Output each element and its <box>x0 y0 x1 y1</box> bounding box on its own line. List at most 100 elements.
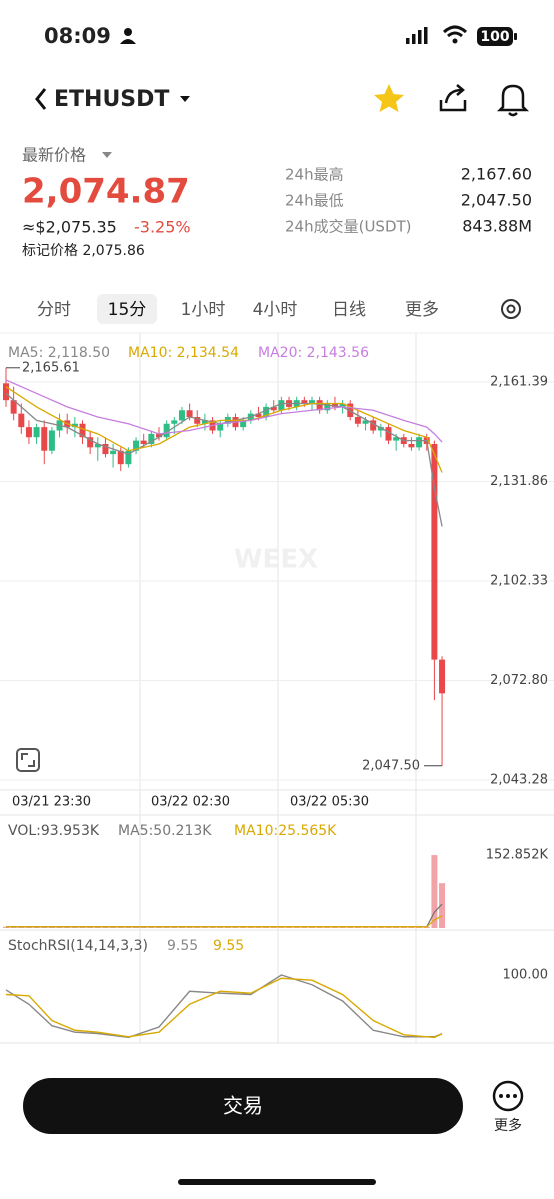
candle-body <box>41 427 48 451</box>
interval-tab[interactable]: 4小时 <box>253 300 298 320</box>
candle-body <box>278 400 285 411</box>
indicator-line <box>5 379 443 443</box>
volume-bar <box>247 927 254 928</box>
symbol[interactable]: ETHUSDT <box>54 87 169 112</box>
candle-body <box>324 403 331 411</box>
candle-body <box>18 413 25 428</box>
candle-body <box>439 659 446 694</box>
volume-bar <box>339 927 346 928</box>
candle-body <box>393 437 400 441</box>
candle-body <box>186 410 193 418</box>
y-tick-label: 2,131.86 <box>490 474 548 489</box>
alert-bell[interactable] <box>496 84 530 117</box>
legend-entry: MA20: 2,143.56 <box>258 345 369 361</box>
volume-bar <box>263 927 270 928</box>
interval-tab[interactable]: 更多 <box>405 300 439 320</box>
volume-bar <box>102 926 109 928</box>
interval-tab[interactable]: 分时 <box>37 300 71 320</box>
volume-bar <box>25 926 32 928</box>
stat-label: 24h最低 <box>285 192 344 210</box>
candle-body <box>102 443 109 455</box>
candle-body <box>87 437 94 448</box>
candle-body <box>117 450 124 465</box>
candle-body <box>3 383 9 401</box>
candle-body <box>201 420 208 424</box>
interval-tab[interactable]: 日线 <box>332 300 366 320</box>
volume-bar <box>286 927 293 928</box>
volume-bar <box>431 855 438 928</box>
volume-bar <box>224 927 231 928</box>
volume-bar <box>309 927 315 928</box>
candle-body <box>148 433 155 444</box>
stat-label: 24h成交量(USDT) <box>285 218 412 236</box>
volume-bar <box>156 926 162 928</box>
volume-bar <box>148 927 155 928</box>
back-button[interactable] <box>35 88 47 110</box>
price-type-dropdown[interactable] <box>102 152 112 158</box>
candle-body <box>156 433 162 438</box>
volume-bar <box>133 926 140 928</box>
volume-bar <box>439 883 446 928</box>
volume-bar <box>316 927 323 928</box>
candle-body <box>48 430 55 451</box>
more-button[interactable] <box>492 1080 524 1112</box>
candle-body <box>316 400 323 411</box>
interval-tab[interactable]: 1小时 <box>181 300 226 320</box>
battery-level: 100 <box>480 29 509 45</box>
candle-body <box>171 420 178 424</box>
trade-button[interactable] <box>23 1078 463 1134</box>
stat-value: 843.88M <box>462 217 532 236</box>
legend-entry: MA5:50.213K <box>118 823 212 839</box>
legend-entry: MA10:25.565K <box>234 823 337 839</box>
symbol-dropdown[interactable] <box>180 96 190 102</box>
fullscreen-button[interactable] <box>16 748 40 772</box>
indicator-line <box>5 392 443 527</box>
candle-body <box>347 403 354 418</box>
volume-bar <box>232 927 239 928</box>
more-label[interactable]: 更多 <box>494 1117 522 1134</box>
favorite-star[interactable] <box>374 84 404 112</box>
y-tick-label: 152.852K <box>486 848 549 863</box>
chart-settings[interactable] <box>501 299 521 319</box>
candle-body <box>178 410 185 421</box>
candle-body <box>385 427 392 441</box>
status-time: 08:09 <box>44 24 111 48</box>
indicator-line <box>5 977 443 1039</box>
price-change: -3.25% <box>134 218 191 237</box>
candle-body <box>217 423 224 431</box>
volume-bar <box>354 926 361 928</box>
candle-body <box>354 417 361 424</box>
share-button[interactable] <box>439 84 467 112</box>
stat-label: 24h最高 <box>285 166 344 184</box>
trade-button-label[interactable]: 交易 <box>223 1094 263 1118</box>
volume-bar <box>240 927 247 928</box>
volume-bar <box>125 926 132 928</box>
indicator-line <box>5 903 443 928</box>
volume-bar <box>347 927 354 928</box>
selected-tab-bg <box>97 294 157 324</box>
volume-bar <box>64 926 71 928</box>
volume-bar <box>194 927 201 928</box>
panel-borders <box>0 333 554 1044</box>
candle-body <box>125 450 132 465</box>
candle-body <box>140 440 147 444</box>
legend-entry: MA5: 2,118.50 <box>8 345 110 361</box>
volume-bar <box>171 927 178 928</box>
y-tick-label: 2,043.28 <box>490 772 548 787</box>
candle-body <box>94 443 101 448</box>
indicator-line <box>5 915 443 928</box>
interval-tab[interactable]: 15分 <box>108 300 147 320</box>
status-icons <box>120 25 517 46</box>
volume-bar <box>56 926 63 928</box>
volume-bar <box>201 927 208 928</box>
volume-bar <box>178 926 185 928</box>
candle-body <box>110 450 117 455</box>
volume-bar <box>293 927 300 928</box>
home-indicator <box>178 1179 376 1185</box>
low-label: 2,047.50 <box>362 758 420 773</box>
usd-price: ≈$2,075.35 <box>22 218 117 237</box>
candle-body <box>10 400 17 414</box>
volume-bar <box>301 927 308 928</box>
volume-bar <box>217 927 224 928</box>
